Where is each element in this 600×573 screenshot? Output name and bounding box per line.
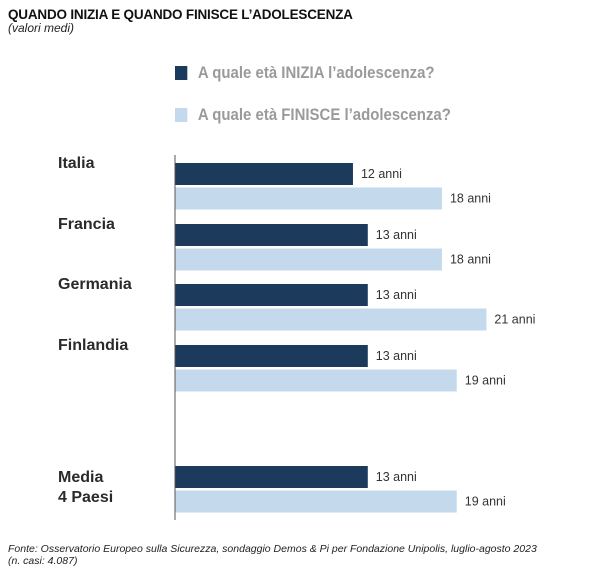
legend-item-finisce: A quale età FINISCE l’adolescenza? xyxy=(175,105,451,125)
category-label: Finlandia xyxy=(58,337,128,354)
data-label: 13 anni xyxy=(376,228,417,242)
bar xyxy=(175,308,487,331)
bar xyxy=(175,466,368,488)
bar xyxy=(175,490,457,513)
category-label: Germania xyxy=(58,276,132,293)
bar xyxy=(175,284,368,306)
data-label: 21 anni xyxy=(494,313,535,327)
data-label: 18 anni xyxy=(450,253,491,267)
bar xyxy=(175,248,442,271)
data-label: 13 anni xyxy=(376,288,417,302)
data-label: 13 anni xyxy=(376,470,417,484)
legend-item-inizia: A quale età INIZIA l’adolescenza? xyxy=(175,63,435,83)
source-note: Fonte: Osservatorio Europeo sulla Sicure… xyxy=(8,543,537,567)
chart-subtitle: (valori medi) xyxy=(8,21,75,35)
data-label: 19 anni xyxy=(465,495,506,509)
category-label: Francia xyxy=(58,216,115,233)
source-text: Fonte: Osservatorio Europeo sulla Sicure… xyxy=(8,543,537,555)
category-label: Media xyxy=(58,469,103,486)
sample-size: (n. casi: 4.087) xyxy=(8,555,78,567)
data-label: 18 anni xyxy=(450,192,491,206)
legend-label: A quale età INIZIA l’adolescenza? xyxy=(197,63,435,82)
chart-title: QUANDO INIZIA E QUANDO FINISCE L’ADOLESC… xyxy=(8,7,353,22)
legend-swatch xyxy=(175,66,188,80)
bar xyxy=(175,345,368,367)
data-label: 13 anni xyxy=(376,349,417,363)
data-label: 19 anni xyxy=(465,374,506,388)
bar xyxy=(175,224,368,246)
legend-swatch xyxy=(175,108,188,122)
bar xyxy=(175,369,457,392)
bar xyxy=(175,163,353,185)
category-label: Italia xyxy=(58,155,95,172)
category-label: 4 Paesi xyxy=(58,489,113,506)
bar xyxy=(175,187,442,210)
data-label: 12 anni xyxy=(361,167,402,181)
legend-label: A quale età FINISCE l’adolescenza? xyxy=(197,105,451,124)
